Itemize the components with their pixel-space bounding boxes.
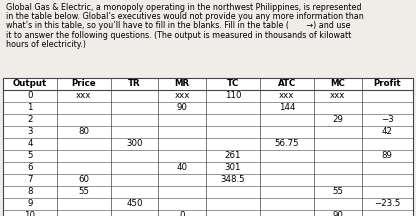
Text: hours of electricity.): hours of electricity.) <box>6 40 86 49</box>
Text: xxx: xxx <box>279 92 295 100</box>
Text: Output: Output <box>13 79 47 89</box>
Text: Global Gas & Electric, a monopoly operating in the northwest Philippines, is rep: Global Gas & Electric, a monopoly operat… <box>6 3 362 12</box>
Text: Profit: Profit <box>374 79 401 89</box>
Text: 261: 261 <box>225 151 241 160</box>
Text: xxx: xxx <box>175 92 190 100</box>
Text: 450: 450 <box>126 200 143 208</box>
Text: 301: 301 <box>225 164 241 173</box>
Text: 55: 55 <box>332 187 343 197</box>
Bar <box>3 78 413 216</box>
Text: Price: Price <box>71 79 96 89</box>
Text: 6: 6 <box>27 164 32 173</box>
Text: −3: −3 <box>381 116 394 124</box>
Text: TR: TR <box>128 79 141 89</box>
Text: 3: 3 <box>27 127 32 137</box>
Text: 56.75: 56.75 <box>275 140 299 149</box>
Text: it to answer the following questions. (The output is measured in thousands of ki: it to answer the following questions. (T… <box>6 31 351 40</box>
Text: 1: 1 <box>27 103 32 113</box>
Text: 40: 40 <box>177 164 188 173</box>
Text: 5: 5 <box>27 151 32 160</box>
Text: 89: 89 <box>382 151 393 160</box>
Text: 9: 9 <box>27 200 32 208</box>
Text: 90: 90 <box>177 103 188 113</box>
Text: 348.5: 348.5 <box>221 175 245 184</box>
Text: xxx: xxx <box>76 92 92 100</box>
Text: MR: MR <box>175 79 190 89</box>
Text: xxx: xxx <box>330 92 345 100</box>
Text: TC: TC <box>227 79 239 89</box>
Text: 0: 0 <box>180 211 185 216</box>
Text: 8: 8 <box>27 187 32 197</box>
Text: in the table below. Global’s executives would not provide you any more informati: in the table below. Global’s executives … <box>6 12 364 21</box>
Text: 42: 42 <box>382 127 393 137</box>
Text: 10: 10 <box>25 211 35 216</box>
Text: 4: 4 <box>27 140 32 149</box>
Text: 29: 29 <box>332 116 343 124</box>
Text: 300: 300 <box>126 140 143 149</box>
Text: 110: 110 <box>225 92 241 100</box>
Text: 60: 60 <box>78 175 89 184</box>
Text: ATC: ATC <box>278 79 296 89</box>
Text: 144: 144 <box>279 103 295 113</box>
Text: MC: MC <box>330 79 345 89</box>
Text: −23.5: −23.5 <box>374 200 401 208</box>
Text: 2: 2 <box>27 116 32 124</box>
Text: what’s in this table, so you’ll have to fill in the blanks. Fill in the table ( : what’s in this table, so you’ll have to … <box>6 21 351 30</box>
Text: 90: 90 <box>332 211 343 216</box>
Text: 7: 7 <box>27 175 32 184</box>
Text: 80: 80 <box>78 127 89 137</box>
Bar <box>3 78 413 216</box>
Text: 0: 0 <box>27 92 32 100</box>
Text: 55: 55 <box>78 187 89 197</box>
